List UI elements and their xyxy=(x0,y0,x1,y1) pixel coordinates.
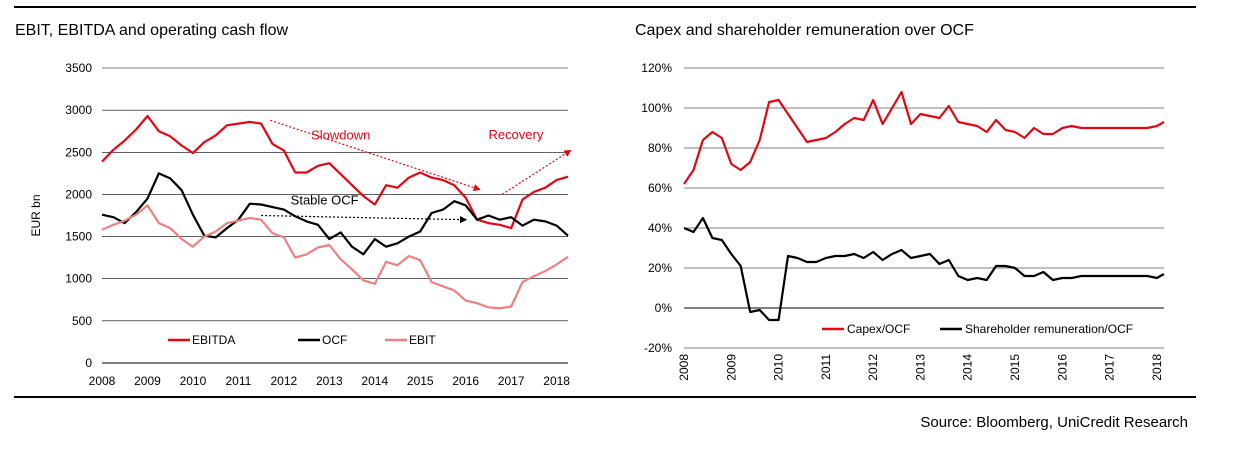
legend-label-ebit: EBIT xyxy=(409,333,436,347)
x-tick-label: 2011 xyxy=(225,374,251,388)
x-tick-label: 2013 xyxy=(913,354,927,381)
x-tick-label: 2015 xyxy=(407,374,434,388)
x-tick-label: 2012 xyxy=(866,354,880,381)
x-tick-label: 2015 xyxy=(1008,354,1022,381)
y-tick-label: 500 xyxy=(72,314,92,328)
x-tick-label: 2014 xyxy=(361,374,388,388)
series-line-ebit xyxy=(101,204,569,310)
slowdown-label: Slowdown xyxy=(311,127,370,142)
y-tick-label: 100% xyxy=(641,101,672,115)
series-line-capex-ocf xyxy=(683,90,1165,185)
stable-ocf-label: Stable OCF xyxy=(291,193,359,208)
y-tick-label: 1000 xyxy=(65,272,92,286)
legend-label-capex-ocf: Capex/OCF xyxy=(847,322,910,336)
left-line-chart: 0 500 1000 1500 2000 2500 3000 3500 2008 2009 2010… xyxy=(29,61,572,388)
x-tick-label: 2016 xyxy=(1055,354,1069,381)
legend-label-ebitda: EBITDA xyxy=(192,333,235,347)
y-tick-label: 0 xyxy=(85,356,92,370)
left-chart-title: EBIT, EBITDA and operating cash flow xyxy=(15,22,289,39)
series-line-remuneration-ocf xyxy=(683,216,1165,322)
x-tick-label: 2010 xyxy=(180,374,207,388)
series-line-ebitda xyxy=(101,114,569,230)
series-line-ocf xyxy=(101,172,569,256)
right-line-chart: -20% 0% 20% 40% 60% 80% 100% 120% 2008 2009 2010 20… xyxy=(641,61,1165,381)
x-tick-label: 2012 xyxy=(271,374,298,388)
x-tick-label: 2016 xyxy=(452,374,479,388)
y-tick-label: -20% xyxy=(644,341,672,355)
y-tick-label: 40% xyxy=(648,221,672,235)
recovery-arrow xyxy=(501,149,572,195)
y-tick-label: 80% xyxy=(648,141,672,155)
slowdown-arrow xyxy=(270,119,481,191)
legend-label-ocf: OCF xyxy=(322,333,347,347)
y-tick-label: 3000 xyxy=(65,103,92,117)
x-tick-label: 2018 xyxy=(1150,354,1164,381)
x-tick-label: 2010 xyxy=(772,354,786,381)
source-note: Source: Bloomberg, UniCredit Research xyxy=(920,414,1188,431)
top-rule xyxy=(14,6,1196,8)
y-tick-label: 60% xyxy=(648,181,672,195)
x-tick-label: 2009 xyxy=(134,374,161,388)
x-tick-label: 2008 xyxy=(677,354,691,381)
x-tick-label: 2018 xyxy=(543,374,570,388)
x-tick-label: 2013 xyxy=(316,374,343,388)
x-tick-label: 2008 xyxy=(89,374,116,388)
bottom-rule xyxy=(14,396,1196,398)
stable-ocf-arrow xyxy=(261,214,468,224)
y-tick-label: 0% xyxy=(655,301,673,315)
x-tick-label: 2017 xyxy=(498,374,525,388)
y-tick-label: 120% xyxy=(641,61,672,75)
x-tick-label: 2017 xyxy=(1103,354,1117,381)
y-tick-label: 2500 xyxy=(65,145,92,159)
y-tick-label: 2000 xyxy=(65,187,92,201)
x-tick-label: 2014 xyxy=(961,354,975,381)
legend-label-remuneration-ocf: Shareholder remuneration/OCF xyxy=(965,322,1133,336)
y-tick-label: 1500 xyxy=(65,230,92,244)
right-chart-title: Capex and shareholder remuneration over … xyxy=(635,22,974,39)
y-axis-label: EUR bn xyxy=(29,194,43,236)
y-tick-label: 20% xyxy=(648,261,672,275)
x-tick-label: 2009 xyxy=(724,354,738,381)
recovery-label: Recovery xyxy=(488,127,543,142)
y-tick-label: 3500 xyxy=(65,61,92,75)
x-tick-label: 2011 xyxy=(819,354,833,380)
